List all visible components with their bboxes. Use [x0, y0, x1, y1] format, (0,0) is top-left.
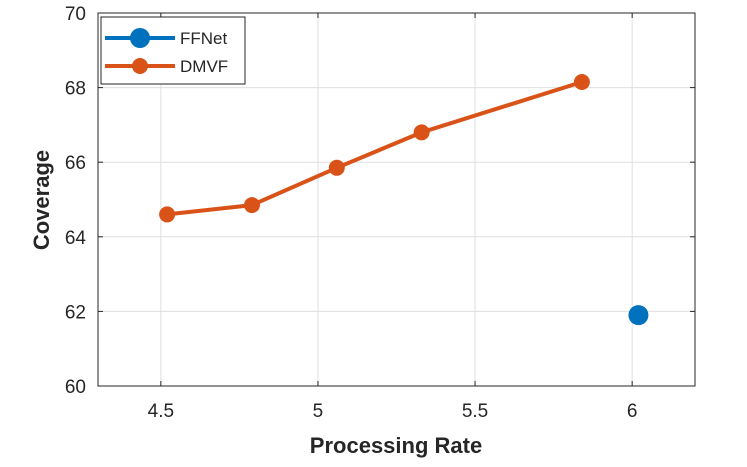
data-point-dmvf — [413, 124, 430, 141]
x-tick-label: 6 — [627, 401, 638, 422]
data-point-dmvf — [573, 74, 590, 91]
y-tick-label: 66 — [65, 153, 86, 174]
y-tick-label: 70 — [65, 4, 86, 25]
y-tick-label: 60 — [65, 377, 86, 398]
legend-marker-ffnet — [130, 28, 150, 48]
ticks: 4.5 5 5.5 6 60 62 64 66 68 70 — [65, 4, 695, 422]
series-line-dmvf — [166, 80, 583, 217]
data-point-ffnet — [628, 305, 649, 326]
data-point-dmvf — [328, 159, 345, 176]
legend: FFNet DMVF — [100, 16, 246, 85]
legend-label-dmvf: DMVF — [180, 57, 228, 76]
legend-box — [100, 16, 246, 85]
legend-label-ffnet: FFNet — [180, 29, 228, 48]
legend-marker-dmvf — [132, 58, 148, 74]
y-tick-label: 68 — [65, 79, 86, 100]
series-layer — [159, 74, 649, 326]
x-axis-label: Processing Rate — [310, 433, 482, 458]
y-tick-label: 62 — [65, 302, 86, 323]
x-tick-label: 5.5 — [462, 401, 488, 422]
x-tick-label: 4.5 — [148, 401, 174, 422]
x-tick-label: 5 — [313, 401, 324, 422]
data-point-dmvf — [243, 197, 260, 214]
y-axis-label: Coverage — [29, 150, 54, 250]
plot-frame — [97, 12, 696, 387]
y-tick-label: 64 — [65, 228, 87, 249]
data-point-dmvf — [159, 206, 176, 223]
